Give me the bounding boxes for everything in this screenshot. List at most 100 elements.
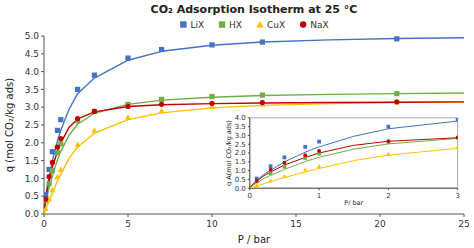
y-tick-label: 0.5	[25, 191, 39, 201]
y-tick	[41, 160, 44, 161]
data-point	[159, 97, 164, 102]
x-tick-label: 0	[248, 192, 252, 200]
x-tick-label: 1	[317, 192, 321, 200]
data-point	[209, 101, 214, 106]
y-tick	[248, 135, 250, 136]
data-point	[269, 164, 273, 168]
data-point	[58, 136, 63, 141]
data-point	[387, 139, 391, 143]
y-axis-label: q A(mol CO₂/kg ads)	[225, 120, 233, 186]
data-point	[209, 42, 214, 47]
data-point	[50, 168, 55, 173]
y-tick-label: 4.0	[235, 114, 246, 122]
y-tick	[41, 214, 44, 215]
legend-marker	[219, 21, 225, 27]
data-point	[46, 174, 51, 179]
data-point	[159, 47, 164, 52]
data-point	[255, 179, 259, 183]
x-tick	[128, 214, 129, 217]
y-tick	[248, 179, 250, 180]
y-tick-label: 2.5	[235, 141, 246, 149]
data-point	[260, 100, 265, 105]
data-point	[283, 161, 287, 165]
data-point	[75, 142, 81, 147]
data-point	[394, 99, 399, 104]
data-point	[394, 91, 399, 96]
data-point	[125, 104, 130, 109]
data-point	[394, 99, 400, 104]
y-tick-label: 3.0	[235, 132, 246, 140]
fit-line	[250, 121, 457, 186]
data-point	[260, 39, 265, 44]
fit-line	[250, 138, 457, 187]
data-point	[303, 168, 307, 172]
data-point	[303, 153, 307, 157]
data-point	[44, 192, 48, 197]
data-point	[55, 144, 60, 149]
y-tick-label: 1.0	[235, 167, 246, 175]
x-tick	[212, 214, 213, 217]
legend-marker	[256, 21, 263, 28]
data-point	[255, 183, 259, 187]
data-point	[58, 117, 63, 122]
data-point	[268, 179, 272, 183]
y-axis-label: q (mol CO₂/kg ads)	[4, 78, 15, 172]
legend-label: LiX	[190, 20, 204, 30]
inset-chart: 01230.00.51.01.52.02.53.03.54.0P/ barq A…	[225, 114, 460, 207]
legend-item: HX	[219, 20, 242, 30]
data-point	[260, 92, 265, 97]
data-point	[54, 174, 60, 179]
x-tick	[388, 188, 389, 190]
fit-line	[44, 102, 464, 211]
data-point	[75, 116, 80, 121]
x-tick	[457, 188, 458, 190]
data-point	[456, 136, 458, 140]
data-point	[269, 171, 273, 175]
fit-line	[44, 102, 464, 213]
data-point	[282, 174, 286, 178]
title: CO₂ Adsorption Isotherm at 25 °C	[151, 3, 358, 16]
y-tick-label: 2.5	[25, 120, 39, 130]
x-tick	[296, 214, 297, 217]
y-tick	[248, 161, 250, 162]
data-point	[303, 145, 307, 149]
x-axis-line	[250, 188, 458, 189]
legend-item: CuX	[256, 20, 285, 30]
y-tick-label: 3.0	[25, 102, 40, 112]
y-tick-label: 0.0	[25, 209, 40, 219]
y-tick	[248, 126, 250, 127]
chart: 05101520250.00.51.01.52.02.53.03.54.04.5…	[0, 0, 474, 248]
data-point	[255, 180, 259, 184]
y-tick	[248, 144, 250, 145]
y-tick	[41, 89, 44, 90]
y-tick	[41, 71, 44, 72]
data-point	[159, 108, 165, 113]
plot-area	[250, 118, 457, 188]
x-tick-label: 3	[455, 192, 459, 200]
x-tick-label: 2	[386, 192, 390, 200]
legend: LiXHXCuXNaX	[180, 20, 328, 30]
legend-marker	[300, 21, 306, 27]
data-point	[209, 94, 214, 99]
y-tick-label: 1.5	[25, 156, 39, 166]
data-point	[456, 145, 458, 149]
data-point	[317, 149, 321, 153]
data-point	[92, 73, 97, 78]
x-tick	[464, 214, 465, 217]
x-tick-label: 25	[458, 219, 469, 229]
y-tick-label: 3.5	[25, 85, 39, 95]
legend-label: HX	[229, 20, 242, 30]
y-tick-label: 5.0	[25, 31, 40, 41]
y-tick	[248, 153, 250, 154]
legend-item: LiX	[180, 20, 204, 30]
x-axis-label: P / bar	[238, 234, 271, 245]
y-tick	[248, 188, 250, 189]
y-tick	[248, 117, 250, 118]
data-point	[55, 128, 60, 133]
plot-area	[44, 36, 464, 213]
x-axis-label: P/ bar	[344, 199, 363, 207]
data-point	[50, 160, 55, 165]
fit-line	[250, 138, 457, 187]
data-point	[317, 164, 321, 168]
y-tick-label: 3.5	[235, 123, 246, 131]
